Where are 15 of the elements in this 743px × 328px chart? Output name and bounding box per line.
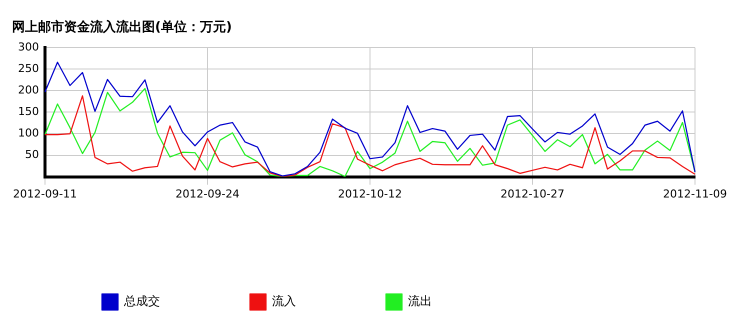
chart-title: 网上邮市资金流入流出图(单位：万元) [12, 19, 232, 36]
y-tick-label: 300 [18, 40, 39, 54]
y-tick-label: 250 [18, 62, 39, 75]
x-tick-label: 2012-10-27 [500, 187, 564, 200]
legend-label: 流入 [272, 294, 296, 308]
legend-label: 流出 [408, 294, 432, 308]
y-tick-label: 150 [18, 105, 39, 118]
x-tick-label: 2012-09-11 [13, 187, 77, 200]
y-tick-label: 100 [18, 126, 39, 140]
y-tick-label: 200 [18, 84, 39, 97]
x-tick-label: 2012-10-12 [338, 187, 402, 200]
legend-label: 总成交 [123, 294, 160, 308]
y-tick-label: 50 [24, 148, 39, 162]
x-tick-label: 2012-11-09 [663, 187, 727, 200]
x-tick-label: 2012-09-24 [176, 187, 240, 200]
